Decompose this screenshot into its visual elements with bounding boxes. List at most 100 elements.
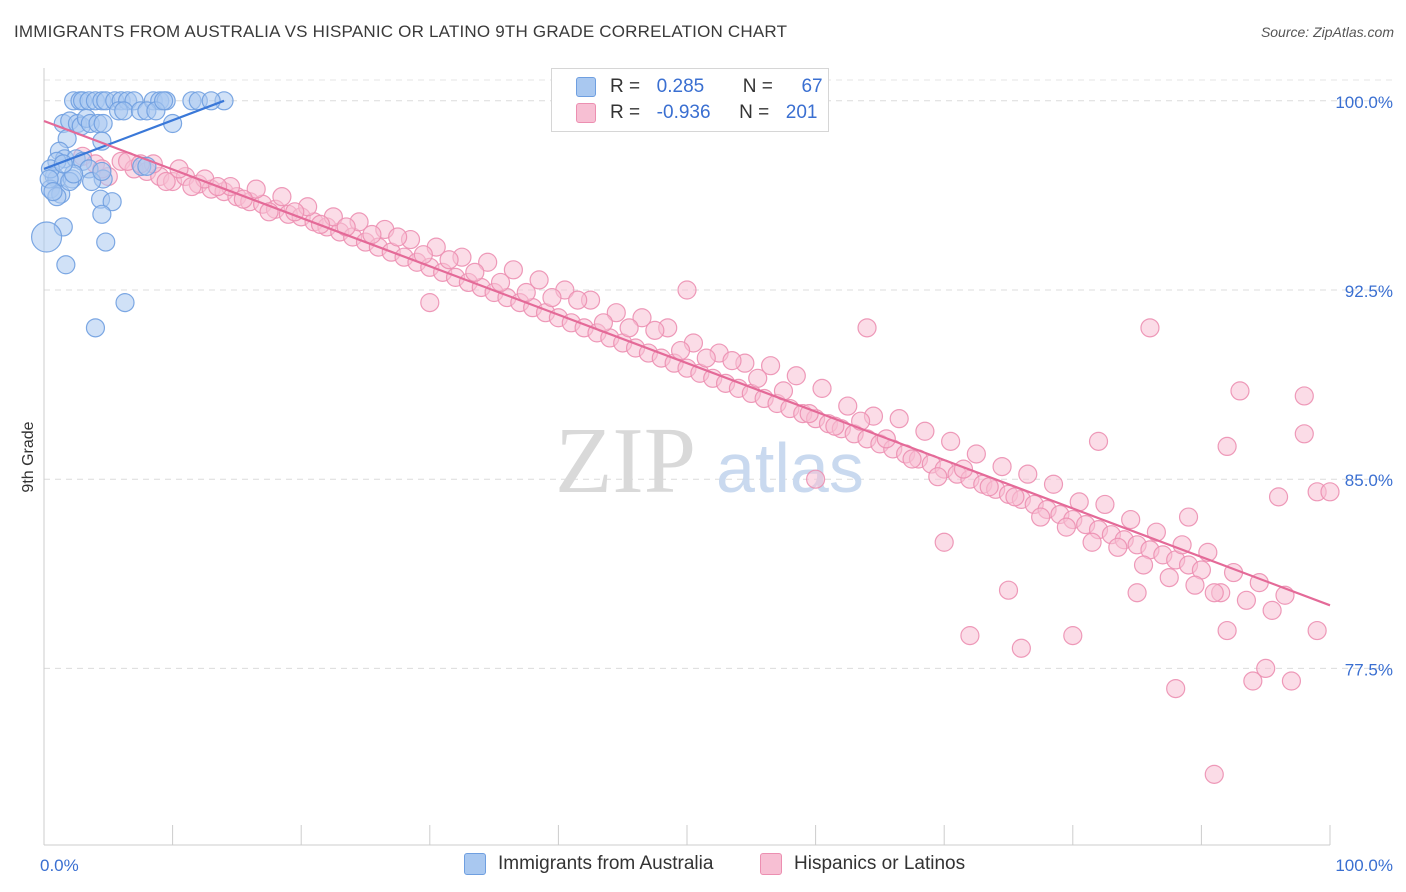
hispanic-point — [928, 467, 948, 487]
hispanic-point — [542, 287, 562, 308]
source-label: Source: ZipAtlas.com — [1260, 24, 1394, 40]
australia-point — [93, 113, 113, 134]
australia-trend-line — [43, 99, 225, 170]
hispanic-point — [182, 176, 202, 197]
legend-n-value-australia: 67 — [801, 76, 823, 97]
hispanic-point — [1108, 537, 1128, 557]
hispanic-point — [503, 260, 523, 280]
hispanic-point — [1121, 509, 1141, 530]
y-tick-label: 85.0% — [1345, 471, 1393, 490]
bottom-legend-label-hispanic: Hispanics or Latinos — [794, 853, 966, 874]
x-tick-label: 0.0% — [40, 856, 79, 875]
hispanic-point — [439, 250, 459, 270]
bottom-legend-label-australia: Immigrants from Australia — [498, 853, 714, 874]
watermark: ZIP atlas — [555, 409, 864, 513]
bottom-legend-swatch-australia — [464, 853, 486, 875]
y-tick-label: 92.5% — [1345, 282, 1393, 301]
legend-n-value-hispanic: 201 — [785, 102, 818, 123]
australia-point — [153, 91, 174, 111]
hispanic-point — [478, 252, 498, 272]
hispanic-point — [1217, 436, 1237, 457]
chart-title: IMMIGRANTS FROM AUSTRALIA VS HISPANIC OR… — [14, 22, 788, 41]
hispanic-point — [1166, 678, 1186, 699]
hispanic-point — [645, 320, 665, 340]
hispanic-point — [1294, 424, 1314, 444]
hispanic-point — [156, 171, 176, 192]
y-tick-label: 77.5% — [1345, 660, 1393, 679]
hispanic-point — [272, 187, 292, 207]
hispanic-point — [902, 449, 922, 469]
hispanic-point — [1159, 567, 1179, 588]
australia-point — [96, 232, 116, 252]
hispanic-point — [1204, 764, 1224, 784]
hispanic-point — [1146, 522, 1166, 542]
hispanic-point — [1281, 671, 1302, 691]
australia-point — [30, 221, 63, 253]
hispanic-point — [246, 179, 266, 199]
legend-r-label: R = — [610, 102, 641, 123]
australia-point — [92, 204, 112, 224]
hispanic-point — [1088, 431, 1109, 451]
australia-point — [201, 91, 221, 111]
axis-layer — [43, 68, 1331, 846]
hispanic-point — [889, 409, 909, 429]
hispanic-point — [619, 318, 639, 338]
hispanic-point — [915, 421, 935, 441]
hispanic-point — [1178, 507, 1199, 527]
hispanic-point — [748, 368, 768, 388]
hispanic-point — [1031, 507, 1051, 527]
australia-point — [114, 101, 134, 121]
legend-swatch-australia — [576, 77, 596, 97]
trend-layer — [43, 99, 1331, 607]
y-axis-label: 9th Grade — [20, 421, 37, 492]
australia-point — [56, 255, 76, 275]
hispanic-point — [1268, 487, 1289, 507]
hispanic-point — [490, 272, 511, 293]
legend-r-value-hispanic: -0.936 — [656, 102, 711, 123]
legend-r-label: R = — [610, 76, 641, 97]
hispanic-point — [941, 431, 961, 451]
hispanic-point — [1185, 575, 1205, 595]
hispanic-point — [1294, 386, 1314, 406]
hispanic-point — [722, 351, 742, 371]
australia-point — [92, 161, 112, 182]
hispanic-point — [606, 303, 626, 323]
hispanic-point — [1172, 535, 1192, 555]
hispanic-point — [529, 270, 549, 290]
hispanic-point — [670, 340, 691, 361]
x-tick-label: 100.0% — [1335, 856, 1393, 875]
hispanic-point — [1082, 532, 1102, 552]
hispanic-point — [1230, 381, 1250, 401]
bottom-legend-swatch-hispanic — [760, 853, 782, 875]
australia-point — [102, 192, 122, 212]
legend-r-value-australia: 0.285 — [656, 76, 705, 97]
hispanic-point — [1011, 638, 1031, 658]
hispanic-point — [696, 348, 716, 368]
hispanic-point — [1256, 658, 1276, 679]
hispanic-point — [998, 580, 1019, 600]
hispanic-point — [960, 626, 980, 646]
watermark-atlas: atlas — [716, 429, 864, 507]
hispanic-point — [1056, 517, 1076, 537]
hispanic-point — [857, 318, 877, 338]
stats-legend: R = 0.285 N = 67 R = -0.936 N = 201 — [551, 68, 829, 132]
hispanic-point — [1307, 620, 1327, 641]
hispanic-point — [966, 444, 986, 464]
hispanic-trend-line — [43, 119, 1331, 607]
hispanic-point — [1005, 487, 1025, 507]
hispanic-point — [677, 280, 697, 300]
australia-point — [115, 293, 135, 313]
hispanic-point — [992, 456, 1012, 477]
hispanic-point — [1217, 620, 1237, 641]
hispanic-point — [1095, 494, 1115, 515]
hispanic-point — [516, 282, 536, 303]
legend-n-label: N = — [742, 76, 773, 97]
y-tick-label: 100.0% — [1335, 93, 1393, 112]
hispanic-point — [812, 378, 832, 398]
watermark-zip: ZIP — [555, 409, 696, 513]
legend-swatch-hispanic — [576, 103, 596, 123]
hispanic-point — [1063, 626, 1083, 646]
hispanic-point — [1320, 482, 1340, 502]
hispanic-point — [1140, 318, 1160, 338]
